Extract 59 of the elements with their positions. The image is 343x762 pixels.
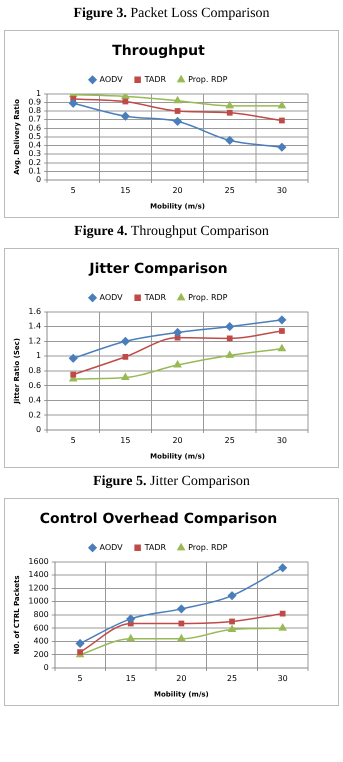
y-tick-label: 1.2 [28, 336, 42, 346]
y-tick-label: 0.7 [28, 114, 42, 124]
y-tick-label: 0.5 [28, 132, 42, 141]
caption: Figure 5. Jitter Comparison [92, 474, 251, 490]
legend-label: AODV [100, 292, 124, 302]
y-tick-label: 1000 [28, 596, 49, 606]
chart-title: Throughput [112, 43, 206, 60]
x-tick-label: 15 [120, 186, 130, 195]
x-tick-label: 20 [172, 186, 183, 195]
x-tick-label: 20 [172, 436, 183, 445]
y-tick-label: 0.6 [28, 380, 42, 390]
y-tick-label: 1.4 [28, 322, 42, 331]
y-tick-label: 0 [36, 425, 42, 434]
y-tick-label: 0.9 [28, 98, 42, 106]
x-tick-label: 15 [126, 674, 136, 683]
y-tick-label: 0 [36, 175, 42, 184]
y-tick-label: 0.4 [28, 140, 42, 150]
legend-label: TADR [144, 292, 167, 302]
y-tick-label: 200 [33, 650, 49, 659]
y-tick-label: 0.8 [28, 106, 42, 116]
x-tick-label: 20 [176, 674, 186, 683]
x-tick-label: 30 [276, 186, 288, 195]
legend-label: AODV [100, 542, 124, 552]
x-tick-label: 30 [278, 674, 288, 683]
y-tick-label: 1.6 [28, 306, 42, 316]
x-tick-label: 25 [224, 436, 235, 445]
x-tick-label: 5 [78, 674, 83, 683]
y-tick-label: 600 [33, 623, 49, 632]
y-tick-label: 0.4 [28, 396, 42, 405]
y-tick-label: 1 [36, 88, 42, 98]
y-tick-label: 0 [44, 663, 49, 672]
x-tick-label: 25 [226, 674, 238, 683]
y-tick-label: 1 [36, 351, 42, 360]
legend-label: AODV [100, 74, 124, 84]
y-tick-label: 0.1 [28, 166, 42, 176]
y-tick-label: 1600 [28, 556, 49, 566]
x-tick-label: 15 [120, 436, 130, 445]
y-tick-label: 0.2 [28, 158, 42, 167]
y-tick-label: 0.2 [28, 410, 42, 420]
legend-label: Prop. RDP [188, 74, 228, 84]
y-tick-label: 400 [33, 636, 49, 646]
x-tick-label: 5 [70, 436, 76, 445]
legend-label: TADR [144, 74, 167, 84]
y-tick-label: 0.6 [28, 123, 42, 132]
legend-label: Prop. RDP [188, 542, 228, 552]
x-tick-label: 5 [70, 186, 76, 195]
legend-label: Prop. RDP [188, 292, 228, 302]
y-tick-label: 1200 [28, 583, 49, 592]
chart-title: Control Overhead Comparison [40, 511, 278, 528]
y-tick-label: 1400 [28, 570, 49, 580]
caption: Figure 4. Throughput Comparison [73, 224, 270, 240]
chart-title: Jitter Comparison [88, 261, 228, 278]
y-tick-label: 0.8 [28, 366, 42, 375]
legend-label: TADR [144, 542, 167, 552]
x-tick-label: 30 [276, 436, 288, 445]
y-tick-label: 800 [33, 610, 49, 619]
y-tick-label: 0.3 [28, 149, 42, 158]
x-tick-label: 25 [224, 186, 235, 195]
caption: Figure 3. Packet Loss Comparison [72, 6, 271, 22]
